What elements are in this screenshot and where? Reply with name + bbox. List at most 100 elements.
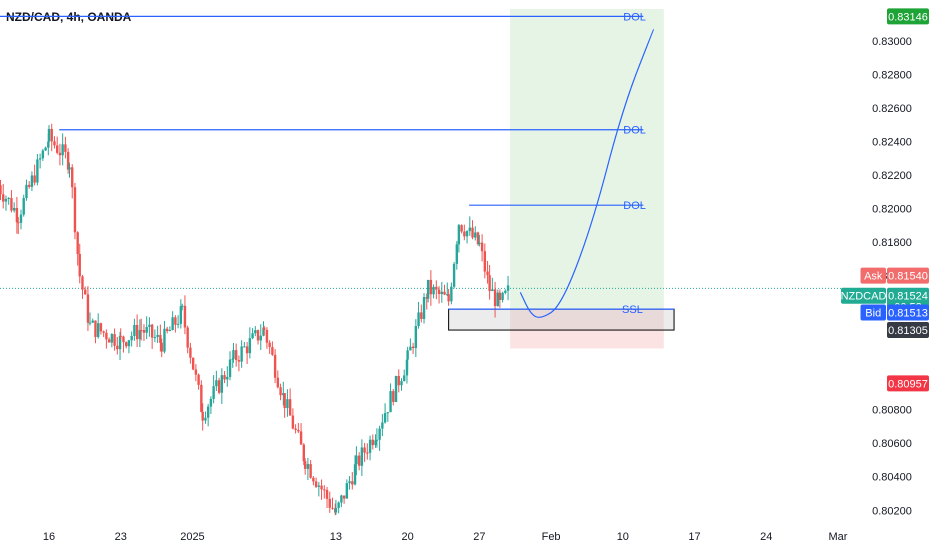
candle-body xyxy=(251,333,254,339)
candle-body xyxy=(291,415,295,429)
candle-body xyxy=(78,253,81,277)
candle-body xyxy=(357,455,361,466)
stop-zone xyxy=(510,309,664,349)
candle-body xyxy=(486,271,489,276)
stop-price-tag xyxy=(887,375,929,392)
candle-body xyxy=(64,144,67,152)
last-label-text: NZDCAD xyxy=(841,291,887,303)
candle-body xyxy=(68,167,71,170)
bid-label-tag xyxy=(860,304,886,321)
candle-body xyxy=(368,439,372,453)
candle-body xyxy=(181,305,184,307)
time-tick-label: 2025 xyxy=(180,531,204,543)
candle-body xyxy=(383,413,387,423)
candle-body xyxy=(245,346,249,354)
candle-body xyxy=(302,444,306,462)
candle-body xyxy=(314,481,318,487)
candle-body xyxy=(476,232,480,245)
candle-body xyxy=(400,381,403,386)
candle-body xyxy=(191,357,195,370)
candle-body xyxy=(38,158,42,160)
candle-body xyxy=(130,335,133,341)
candle-body xyxy=(471,227,474,238)
candle-body xyxy=(228,359,232,377)
candle-body xyxy=(271,347,274,355)
candle-body xyxy=(19,214,23,223)
target-price-value: 0.83146 xyxy=(888,11,928,23)
candle-body xyxy=(389,391,392,413)
time-tick-label: Feb xyxy=(542,531,561,543)
candle-body xyxy=(491,289,494,292)
candle-body xyxy=(209,398,213,407)
candle-body xyxy=(351,481,354,485)
price-tick-label: 0.82000 xyxy=(872,204,912,216)
candle-body xyxy=(17,222,20,224)
candle-body xyxy=(165,328,169,332)
candle-body xyxy=(425,297,428,299)
level-label-ssl: SSL xyxy=(622,304,643,316)
time-tick-label: 27 xyxy=(473,531,485,543)
last-price-value: 0.81524 xyxy=(888,291,928,303)
bid-label-text: Bid xyxy=(865,307,881,319)
candle-body xyxy=(504,290,507,293)
candle-body xyxy=(7,197,10,199)
candle-body xyxy=(50,128,53,142)
candle-body xyxy=(325,489,329,499)
candle-body xyxy=(36,159,39,183)
projected-path xyxy=(519,28,655,318)
price-tick-label: 0.82600 xyxy=(872,103,912,115)
ask-price-tag xyxy=(887,267,929,284)
candle-body xyxy=(163,328,166,352)
time-axis[interactable]: 16 23 2025 13 20 27 Feb 10 17 24 Mar xyxy=(43,531,848,543)
candle-body xyxy=(422,297,426,319)
candle-body xyxy=(409,346,412,351)
candle-body xyxy=(496,292,500,307)
candle-body xyxy=(426,279,430,299)
ask-label-tag xyxy=(860,267,886,284)
level-label-dol: DOL xyxy=(623,125,646,137)
candle-body xyxy=(73,187,77,233)
candle-body xyxy=(237,360,241,362)
candle-body xyxy=(47,141,50,148)
box-price-value: 0.81305 xyxy=(888,325,928,337)
candle-body xyxy=(306,464,310,469)
candle-body xyxy=(140,330,143,332)
candle-body xyxy=(345,483,349,499)
candle-body xyxy=(435,286,438,290)
candle-body xyxy=(488,275,491,292)
candle-body xyxy=(171,317,174,331)
candle-body xyxy=(186,327,189,348)
time-tick-label: 24 xyxy=(760,531,772,543)
candle-body xyxy=(44,147,47,151)
candle-body xyxy=(91,320,94,323)
candle-body xyxy=(480,242,484,252)
ask-label-text: Ask xyxy=(864,271,883,283)
target-price-tag xyxy=(887,8,929,25)
candle-body xyxy=(397,375,400,386)
time-tick-label: 10 xyxy=(617,531,629,543)
candle-body xyxy=(286,399,289,408)
candle-body xyxy=(299,431,303,445)
time-tick-label: Mar xyxy=(829,531,848,543)
candle-body xyxy=(394,375,398,402)
candle-body xyxy=(118,335,122,350)
candle-body xyxy=(55,145,59,153)
trade-zones xyxy=(0,9,845,349)
candle-body xyxy=(437,289,441,295)
candle-body xyxy=(432,286,435,295)
candle-body xyxy=(440,291,443,295)
candle-body xyxy=(122,336,125,343)
candle-body xyxy=(374,440,377,446)
candle-body xyxy=(371,439,374,446)
candle-body xyxy=(76,232,79,254)
candle-body xyxy=(71,167,74,188)
candle-body xyxy=(337,502,340,508)
candle-body xyxy=(468,227,471,232)
candle-body xyxy=(312,477,315,482)
candle-body xyxy=(25,184,28,199)
candle-body xyxy=(102,331,105,333)
candle-body xyxy=(414,326,418,349)
candle-body xyxy=(206,406,210,418)
target-zone xyxy=(510,9,664,310)
